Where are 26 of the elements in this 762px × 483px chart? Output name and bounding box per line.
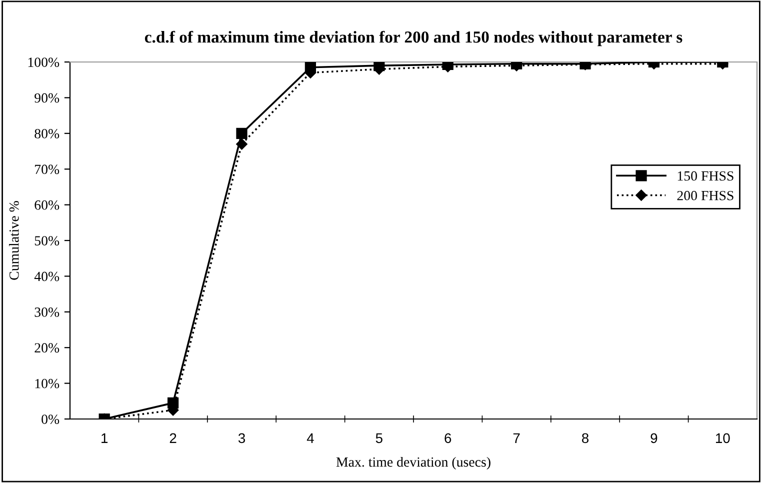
x-tick-label: 10 [716, 433, 730, 444]
x-tick-label: 6 [444, 433, 452, 444]
y-tick-label: 10% [35, 378, 60, 388]
x-tick-label: 8 [582, 433, 589, 444]
y-tick-label: 100% [28, 58, 60, 67]
legend-label: 150 FHSS [678, 171, 734, 181]
y-axis-title: Cumulative % [9, 201, 19, 280]
y-tick-label: 20% [34, 343, 60, 353]
x-tick-label: 9 [650, 433, 658, 444]
x-tick-label: 1 [102, 433, 108, 443]
y-tick-label: 90% [34, 93, 60, 103]
y-tick-label: 60% [34, 200, 60, 210]
legend-label: 200 FHSS [677, 190, 734, 200]
y-tick-label: 40% [34, 272, 60, 282]
x-tick-label: 4 [306, 433, 314, 443]
y-tick-label: 70% [35, 164, 60, 174]
x-tick-label: 2 [170, 433, 176, 443]
y-tick-label: 0% [42, 414, 60, 424]
y-tick-label: 30% [34, 307, 60, 317]
x-axis-title: Max. time deviation (usecs) [336, 456, 490, 470]
y-tick-label: 50% [34, 236, 60, 246]
chart-title: c.d.f of maximum time deviation for 200 and 150 nodes without parameter s [144, 30, 682, 46]
y-tick-label: 80% [34, 128, 60, 138]
x-tick-label: 7 [513, 433, 520, 443]
x-tick-label: 3 [238, 433, 245, 444]
x-tick-label: 5 [376, 433, 382, 444]
